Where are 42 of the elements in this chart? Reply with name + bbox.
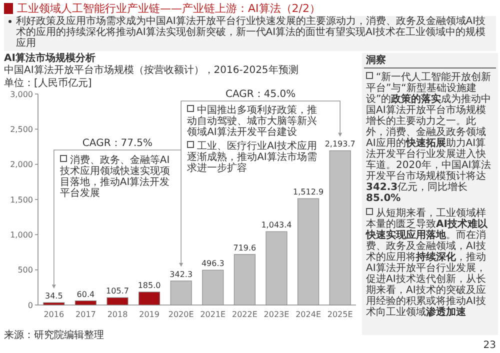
data-label: 342.3 <box>170 270 193 279</box>
x-tick-label: 2018 <box>107 310 128 319</box>
data-label: 496.3 <box>201 259 224 268</box>
annotation: 工业、医疗行业AI技术应用逐渐成熟，推动AI算法市场需求进一步扩容 <box>187 141 318 174</box>
chart-subtitle: 利好政策及应用市场需求成为中国AI算法开放平台行业快速发展的主要源动力，消费、政务及金融领域AI技术的应用的持续深化将推动AI算法实现创新突破，新一代AI算法的面世有望实现AI技术在工业领域中的规模应用 <box>16 16 487 49</box>
data-label: 1,043.4 <box>261 220 292 230</box>
x-tick-label: 2025E <box>327 310 353 319</box>
text: 中国AI算法开放平台市场规模（按营收额计），2016-2025年预测 <box>4 65 300 76</box>
text: “新一代人工智能开放创新平台”与“新型基础设施建设”的政策的落实成为推动中国AI算法开放平台市场规模增长的主要动力之一。此外，消费、金融及政务领域AI应用的快速拓展助力AI算法开发平台行业发展进入快车道。2020年，中国AI算法开发平台市场规模预计将达342.3亿元，同比增长85.0% <box>366 72 492 204</box>
y-tick-label: 2,500 <box>10 124 33 134</box>
data-label: 719.6 <box>233 243 256 252</box>
data-label: 105.7 <box>106 286 129 296</box>
x-tick-label: 2017 <box>76 310 96 319</box>
y-tick-label: 500 <box>18 266 33 275</box>
x-tick-label: 2021E <box>200 310 226 319</box>
source-note: 来源：研究院编辑整理 <box>4 330 105 341</box>
x-tick-label: 2023E <box>264 310 290 319</box>
data-label: 34.5 <box>44 292 63 301</box>
x-tick-label: 2019 <box>139 310 160 319</box>
x-tick-label: 2020E <box>168 310 194 319</box>
x-tick-label: 2016 <box>44 310 64 319</box>
data-label: 1,512.9 <box>293 188 324 197</box>
annotation: 消费、政务、金融等AI技术应用领域快速实现项目落地，推动AI算法开发平台发展 <box>60 155 171 199</box>
y-tick-label: 1,000 <box>10 230 33 240</box>
y-tick-label: 2,000 <box>10 160 33 170</box>
data-label: 60.4 <box>76 290 95 299</box>
text: AI算法市场规模分析 <box>4 53 96 64</box>
x-tick-label: 2022E <box>232 310 258 319</box>
x-tick-label: 2024E <box>296 310 322 319</box>
text: 洞察 <box>366 55 387 66</box>
y-axis-title: 单位：[人民币亿元] <box>4 78 93 89</box>
data-label: 2,193.7 <box>324 140 356 149</box>
text: 从短期来看，工业领域样本量的匮乏导致AI技术难以快速实现应用落地。而在消费、政务及金融领域，AI技术的应用将持续深化，推动AI算法开放平台行业发展，促进AI技术迭代创新，从长期来看，AI技术的突破及应用经验的积累或将推动AI技术向工业领域渗透加速 <box>366 208 488 318</box>
y-tick-label: 0 <box>28 300 33 310</box>
annotation: CAGR：77.5% <box>81 138 154 149</box>
chart-title: 工业领域人工智能行业产业链——产业链上游：AI算法（2/2） <box>17 2 322 15</box>
text: 23 <box>482 340 496 351</box>
data-label: 185.0 <box>138 280 161 290</box>
y-tick-label: 3,000 <box>10 90 33 99</box>
y-tick-label: 1,500 <box>10 195 33 204</box>
annotation: 中国推出多项利好政策，推动自动驾驶、城市大脑等新兴领域AI算法开发平台建设 <box>187 105 318 138</box>
annotation: CAGR：45.0% <box>224 89 297 100</box>
